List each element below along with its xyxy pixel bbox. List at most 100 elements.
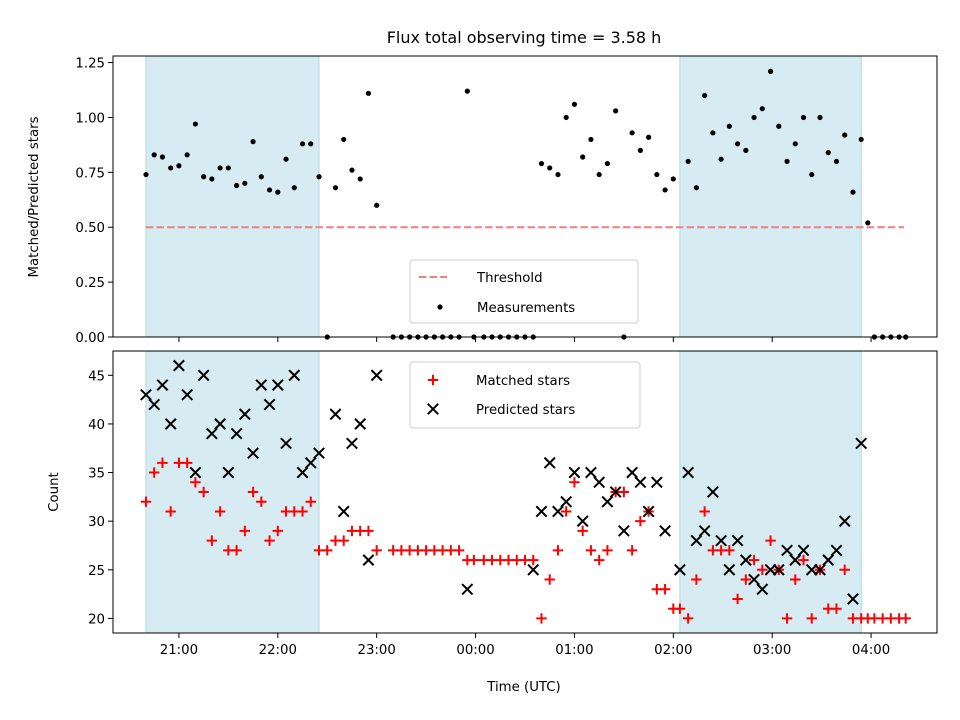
- measurement-point: [759, 106, 765, 112]
- predicted-star-marker: [756, 583, 769, 596]
- measurement-point: [308, 141, 314, 147]
- predicted-star-marker: [197, 369, 210, 382]
- predicted-star-marker: [222, 466, 235, 479]
- predicted-star-marker: [560, 495, 573, 508]
- measurement-point: [654, 171, 660, 178]
- matched-star-marker: [157, 457, 168, 469]
- matched-star-marker: [468, 554, 480, 566]
- measurement-point: [234, 182, 240, 189]
- x-tick-label: 23:00: [358, 643, 396, 658]
- measurement-point: [159, 154, 166, 160]
- measurement-point: [266, 187, 273, 193]
- matched-star-marker: [618, 486, 630, 498]
- measurement-point: [858, 136, 864, 143]
- bottom-y-tick-label: 25: [88, 564, 105, 579]
- matched-star-marker: [181, 457, 193, 469]
- top-axes-frame: [112, 55, 938, 338]
- matched-star-marker: [272, 525, 283, 537]
- predicted-star-marker: [263, 398, 276, 411]
- predicted-star-marker: [797, 544, 810, 557]
- measurement-point: [217, 165, 223, 171]
- predicted-star-marker: [609, 486, 622, 498]
- matched-star-marker: [790, 574, 801, 585]
- measurement-point: [299, 141, 306, 147]
- predicted-star-marker: [313, 447, 325, 460]
- predicted-star-marker: [593, 476, 606, 489]
- predicted-star-marker: [181, 388, 194, 401]
- bottom-y-tick-label: 30: [88, 515, 105, 530]
- matched-star-marker: [453, 545, 465, 556]
- predicted-star-marker: [659, 524, 671, 537]
- measurement-point: [225, 165, 231, 171]
- measurement-point: [809, 171, 815, 178]
- matched-star-marker: [165, 506, 176, 517]
- bottom-y-tick-label: 40: [88, 418, 105, 433]
- bottom-panel: 20 25 30 35 40 45 21:00 22:00 23:00 00:00 01:00 02:…: [88, 350, 938, 658]
- predicted-star-marker: [723, 563, 736, 576]
- matched-star-marker: [561, 506, 572, 517]
- predicted-star-marker: [674, 563, 686, 576]
- predicted-star-marker: [715, 534, 728, 547]
- measurement-point: [151, 152, 157, 158]
- predicted-star-marker: [346, 437, 358, 450]
- predicted-star-marker: [576, 515, 589, 528]
- measurement-point: [341, 136, 347, 143]
- bottom-legend-box: [409, 361, 641, 429]
- matched-star-marker: [635, 515, 646, 527]
- predicted-star-marker: [789, 554, 802, 566]
- legend-threshold-label: Threshold: [476, 271, 543, 286]
- matched-star-marker: [264, 535, 275, 546]
- matched-star-marker: [239, 525, 251, 537]
- predicted-star-marker: [156, 379, 169, 391]
- legend-matched-label: Matched stars: [476, 374, 570, 389]
- x-tick-label: 04:00: [852, 643, 890, 658]
- legend-measurements-label: Measurements: [477, 301, 575, 316]
- predicted-star-marker: [288, 369, 301, 382]
- predicted-star-marker: [626, 466, 639, 479]
- matched-star-marker: [206, 535, 218, 546]
- predicted-star-marker: [214, 418, 227, 430]
- matched-star-marker: [338, 535, 349, 546]
- matched-star-marker: [140, 496, 152, 507]
- measurement-point: [825, 149, 831, 156]
- matched-star-marker: [806, 613, 817, 624]
- predicted-star-marker: [601, 495, 614, 508]
- bottom-y-tick-label: 20: [88, 612, 105, 627]
- matched-star-marker: [190, 477, 201, 488]
- top-shaded-interval-0: [145, 55, 320, 338]
- predicted-star-marker: [690, 534, 703, 547]
- measurement-point: [751, 114, 757, 121]
- matched-star-marker: [198, 486, 209, 498]
- measurement-point: [646, 134, 652, 140]
- predicted-star-marker: [354, 418, 367, 430]
- measurement-point: [784, 158, 790, 164]
- predicted-star-marker: [173, 359, 185, 372]
- measurement-point: [184, 152, 190, 158]
- matched-star-marker: [740, 574, 752, 585]
- predicted-star-marker: [543, 456, 556, 469]
- measurement-point: [613, 108, 619, 114]
- matched-star-marker: [682, 613, 694, 624]
- measurement-point: [192, 121, 198, 127]
- measurement-point: [685, 158, 691, 164]
- matched-star-marker: [781, 613, 793, 624]
- predicted-star-marker: [822, 554, 835, 566]
- matched-star-marker: [732, 593, 743, 605]
- x-tick-label: 22:00: [259, 643, 297, 658]
- bottom-y-axis-label: Count: [47, 472, 62, 512]
- matched-star-marker: [528, 554, 539, 566]
- predicted-star-marker: [255, 379, 268, 391]
- bottom-series-0: [140, 457, 911, 624]
- predicted-star-marker: [164, 418, 177, 430]
- predicted-star-marker: [271, 379, 284, 391]
- x-tick-label: 21:00: [160, 643, 198, 658]
- measurement-point: [464, 88, 470, 94]
- bottom-y-tick-label: 45: [88, 369, 105, 384]
- x-tick-label: 00:00: [456, 643, 494, 658]
- measurement-point: [283, 156, 289, 162]
- matched-star-marker: [256, 496, 267, 507]
- bottom-shaded-interval-0: [145, 350, 320, 634]
- matched-star-marker: [602, 545, 613, 556]
- predicted-star-marker: [337, 505, 350, 518]
- predicted-star-marker: [830, 544, 843, 557]
